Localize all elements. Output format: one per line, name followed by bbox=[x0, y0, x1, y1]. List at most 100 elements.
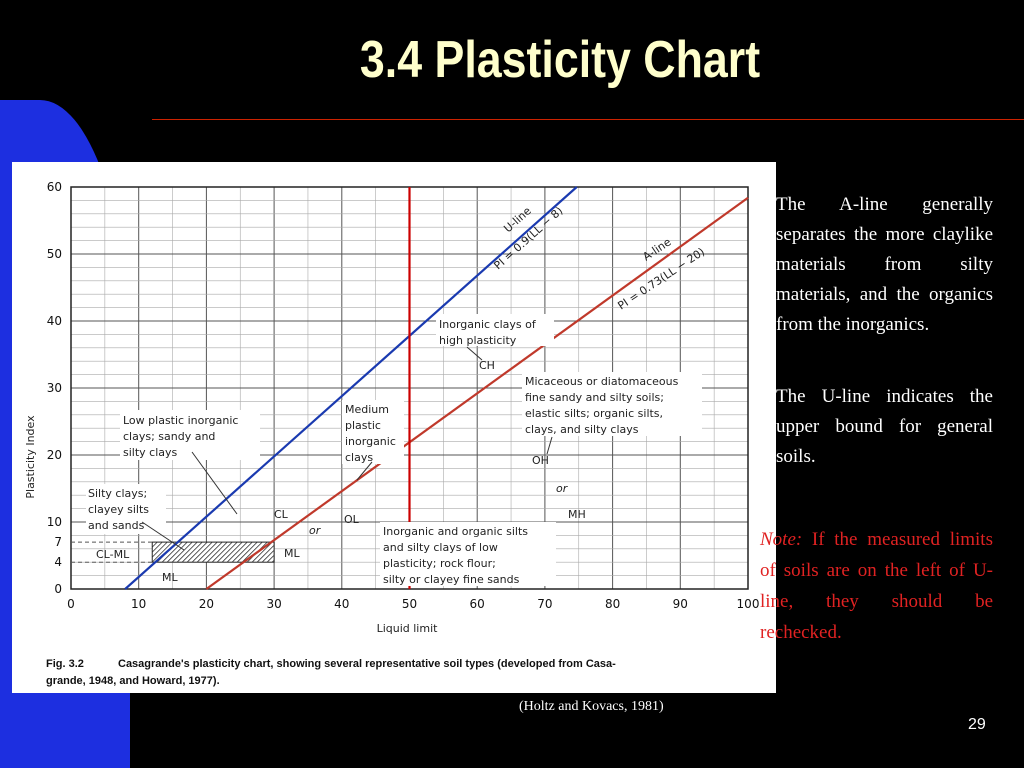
zone-ml: ML bbox=[284, 547, 300, 560]
annotation-micaceous-line: elastic silts; organic silts, bbox=[525, 407, 663, 420]
x-tick-label: 10 bbox=[131, 597, 146, 611]
hatch-stroke bbox=[151, 541, 158, 548]
x-tick-label: 0 bbox=[67, 597, 75, 611]
zone-ch: CH bbox=[479, 359, 495, 372]
y-tick-label: 30 bbox=[47, 381, 62, 395]
zone-ml-bottom: ML bbox=[162, 571, 178, 584]
hatch-stroke bbox=[216, 541, 238, 563]
figure-caption-label: Fig. 3.2 bbox=[46, 658, 84, 670]
zone-cl: CL bbox=[274, 508, 289, 521]
zone-or-2: or bbox=[556, 482, 569, 495]
y-tick-label: 40 bbox=[47, 314, 62, 328]
y-tick-label: 50 bbox=[47, 247, 62, 261]
x-tick-label: 20 bbox=[199, 597, 214, 611]
x-tick-label: 30 bbox=[266, 597, 281, 611]
annotation-inorganic-low: Inorganic and organic silts and silty cl… bbox=[383, 525, 528, 586]
hatch-stroke bbox=[161, 541, 183, 563]
annotation-inorganic-high-line: Inorganic clays of bbox=[439, 318, 537, 331]
hatch-stroke bbox=[176, 541, 198, 563]
y-tick-label: 4 bbox=[54, 555, 62, 569]
note-body: If the measured limits of soils are on t… bbox=[760, 529, 993, 643]
hatch-stroke bbox=[231, 541, 253, 563]
zone-ol: OL bbox=[344, 513, 360, 526]
hatch-stroke bbox=[201, 541, 223, 563]
y-tick-label: 20 bbox=[47, 448, 62, 462]
y-tick-label: 0 bbox=[54, 582, 62, 596]
hatch-stroke bbox=[191, 541, 213, 563]
annotation-low-plastic-line: clays; sandy and bbox=[123, 430, 215, 443]
hatch-stroke bbox=[151, 541, 168, 558]
zone-or-1: or bbox=[309, 524, 322, 537]
x-tick-label: 80 bbox=[605, 597, 620, 611]
hatch-stroke bbox=[271, 559, 275, 563]
hatch-stroke bbox=[261, 549, 275, 563]
annotation-inorganic-high-line: high plasticity bbox=[439, 334, 517, 347]
hatch-stroke bbox=[241, 541, 263, 563]
series-line-a-line bbox=[205, 196, 749, 590]
series-line-u-line bbox=[124, 186, 578, 590]
hatch-stroke bbox=[151, 541, 173, 563]
annotation-silty-clays-line: and sands bbox=[88, 519, 145, 532]
annotation-inorganic-low-line: and silty clays of low bbox=[383, 541, 498, 554]
title-divider bbox=[152, 119, 1024, 120]
annotation-inorganic-low-line: Inorganic and organic silts bbox=[383, 525, 528, 538]
hatch-stroke bbox=[266, 554, 275, 563]
cl-ml-hatched-zone bbox=[71, 541, 275, 563]
annotation-medium-plastic-line: clays bbox=[345, 451, 373, 464]
hatch-stroke bbox=[211, 541, 233, 563]
annotation-silty-clays-line: Silty clays; bbox=[88, 487, 147, 500]
slide-title: 3.4 Plasticity Chart bbox=[359, 31, 761, 89]
annotation-medium-plastic-line: Medium bbox=[345, 403, 389, 416]
annotation-medium-plastic: Medium plastic inorganic clays bbox=[345, 403, 396, 464]
a-line-equation: PI = 0.73(LL − 20) bbox=[615, 245, 707, 312]
hatch-stroke bbox=[251, 541, 273, 563]
page-number: 29 bbox=[968, 716, 986, 733]
y-tick-label: 60 bbox=[47, 180, 62, 194]
hatch-stroke bbox=[186, 541, 208, 563]
hatch-stroke bbox=[151, 541, 163, 553]
figure-caption-line2: grande, 1948, and Howard, 1977). bbox=[46, 675, 220, 687]
annotation-low-plastic: Low plastic inorganic clays; sandy and s… bbox=[123, 414, 238, 459]
annotation-silty-clays: Silty clays; clayey silts and sands bbox=[88, 487, 149, 532]
u-line-paragraph: The U-line indicates the upper bound for… bbox=[776, 386, 993, 467]
x-tick-label: 40 bbox=[334, 597, 349, 611]
note-label: Note: bbox=[760, 529, 803, 550]
zone-mh: MH bbox=[568, 508, 586, 521]
hatch-stroke bbox=[221, 541, 243, 563]
x-tick-label: 50 bbox=[402, 597, 417, 611]
plasticity-chart-figure: 0 10 20 30 40 50 60 70 80 90 100 0 4 7 10 20 30 40 50 60 Pl… bbox=[12, 162, 776, 693]
annotation-micaceous: Micaceous or diatomaceous fine sandy and… bbox=[525, 375, 679, 436]
x-tick-label: 60 bbox=[470, 597, 485, 611]
annotation-micaceous-line: Micaceous or diatomaceous bbox=[525, 375, 679, 388]
citation: (Holtz and Kovacs, 1981) bbox=[519, 699, 664, 714]
hatch-stroke bbox=[236, 541, 258, 563]
annotation-leaders bbox=[141, 346, 553, 551]
hatch-stroke bbox=[206, 541, 228, 563]
a-line-paragraph: The A-line generally separates the more … bbox=[776, 194, 993, 335]
zone-cl-ml: CL-ML bbox=[96, 548, 130, 561]
annotation-micaceous-line: clays, and silty clays bbox=[525, 423, 639, 436]
annotation-medium-plastic-line: plastic bbox=[345, 419, 381, 432]
hatch-stroke bbox=[196, 541, 218, 563]
x-axis-label: Liquid limit bbox=[377, 622, 439, 635]
annotation-inorganic-high: Inorganic clays of high plasticity bbox=[439, 318, 537, 347]
hatch-stroke bbox=[181, 541, 203, 563]
y-tick-label: 10 bbox=[47, 515, 62, 529]
chart-ticks: 0 10 20 30 40 50 60 70 80 90 100 0 4 7 10 20 30 40 50 60 bbox=[47, 180, 760, 611]
a-line-name: A-line bbox=[640, 235, 673, 263]
x-tick-label: 100 bbox=[737, 597, 760, 611]
plasticity-chart: 0 10 20 30 40 50 60 70 80 90 100 0 4 7 10 20 30 40 50 60 Pl… bbox=[24, 180, 760, 687]
hatch-stroke bbox=[256, 544, 275, 563]
x-tick-label: 70 bbox=[537, 597, 552, 611]
hatch-stroke bbox=[226, 541, 248, 563]
x-tick-label: 90 bbox=[673, 597, 688, 611]
hatch-stroke bbox=[166, 541, 188, 563]
annotation-medium-plastic-line: inorganic bbox=[345, 435, 396, 448]
annotation-low-plastic-line: silty clays bbox=[123, 446, 178, 459]
y-axis-label: Plasticity Index bbox=[24, 415, 37, 499]
annotation-inorganic-low-line: plasticity; rock flour; bbox=[383, 557, 496, 570]
hatch-stroke bbox=[171, 541, 193, 563]
zone-oh: OH bbox=[532, 454, 549, 467]
annotation-low-plastic-line: Low plastic inorganic bbox=[123, 414, 238, 427]
y-tick-label: 7 bbox=[54, 535, 62, 549]
